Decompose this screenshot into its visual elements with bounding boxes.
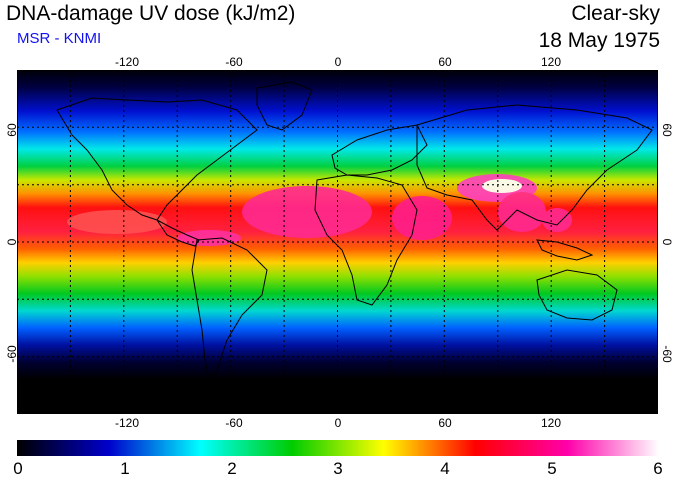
australia-coast — [536, 269, 618, 321]
date-label: 18 May 1975 — [538, 29, 660, 52]
colorbar-label: 2 — [227, 459, 237, 478]
lon-label-bottom: -60 — [225, 416, 243, 430]
lat-label-right: 60 — [660, 123, 674, 137]
lon-label-top: -120 — [114, 55, 140, 69]
credit-label: MSR - KNMI — [17, 30, 102, 47]
north-america-coast — [56, 97, 258, 221]
sky-condition-label: Clear-sky — [571, 2, 660, 25]
lon-label-top: -60 — [225, 55, 243, 69]
lat-label-right: 0 — [660, 238, 674, 246]
greenland-coast — [256, 81, 313, 131]
lon-label-top: 60 — [438, 55, 452, 69]
graticule — [17, 70, 658, 414]
southeast-asia-islands — [536, 239, 594, 261]
map-title: DNA-damage UV dose (kJ/m2) — [6, 2, 296, 25]
lon-label-bottom: -120 — [114, 416, 140, 430]
lat-label-right: -60 — [660, 345, 674, 363]
colorbar-label: 3 — [333, 459, 343, 478]
lon-label-bottom: 120 — [540, 416, 562, 430]
map-frame — [17, 70, 658, 414]
africa-coast — [314, 174, 418, 306]
color-scale-gradient — [17, 440, 659, 456]
uv-dose-world-map — [17, 70, 658, 414]
colorbar-label: 5 — [547, 459, 557, 478]
asia-coast — [416, 104, 653, 231]
europe-coast — [331, 124, 428, 176]
lon-label-top: 0 — [334, 55, 342, 69]
lon-label-top: 120 — [540, 55, 562, 69]
south-america-coast — [191, 237, 268, 382]
lon-label-bottom: 60 — [438, 416, 452, 430]
uv-hotspots — [67, 174, 572, 246]
colorbar-label: 0 — [13, 459, 23, 478]
colorbar-label: 6 — [653, 459, 663, 478]
colorbar-label: 1 — [120, 459, 130, 478]
coastlines — [56, 81, 653, 382]
color-scale-bar — [17, 440, 659, 456]
lon-label-bottom: 0 — [334, 416, 342, 430]
colorbar-label: 4 — [440, 459, 450, 478]
